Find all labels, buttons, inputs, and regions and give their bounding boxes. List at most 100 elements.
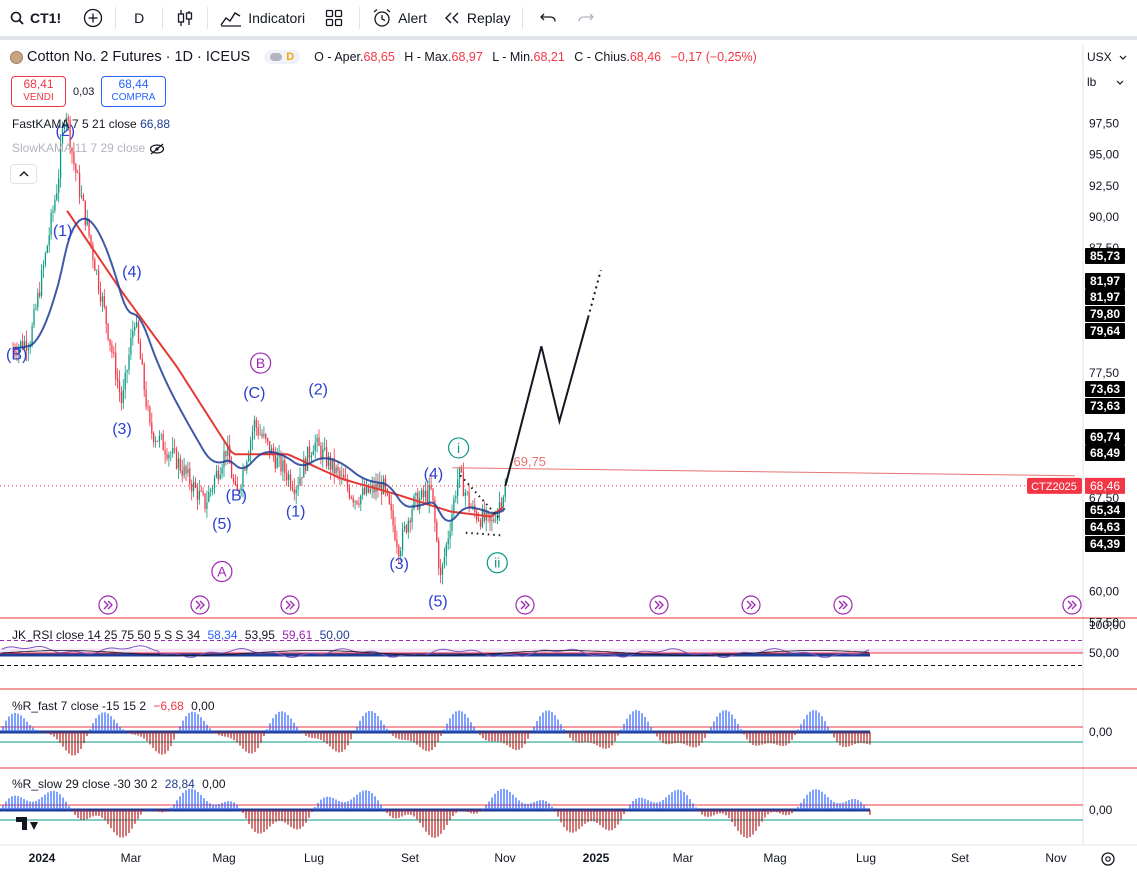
unit-selector[interactable]: lb [1087, 75, 1124, 89]
symbol-tag-label: CTZ2025 [1031, 481, 1077, 493]
event-arrow [746, 600, 752, 610]
sell-button[interactable]: 68,41 VENDI [11, 76, 66, 107]
price-badge: 85,73 [1085, 248, 1125, 264]
price-tick-label: 57,50 [1089, 616, 1119, 630]
price-badge: 81,97 [1085, 273, 1125, 289]
wave-label: (3) [112, 421, 132, 438]
tradingview-logo-icon [16, 817, 38, 830]
rsi-value-2: 53,95 [244, 628, 275, 642]
wr-slow-legend[interactable]: %R_slow 29 close -30 30 2 28,84 0,00 [12, 777, 226, 791]
resistance-label: 69,75 [514, 454, 547, 469]
eye-crossed-icon[interactable] [149, 143, 165, 155]
gear-ring [1101, 852, 1115, 866]
current-price-bg [1085, 477, 1125, 494]
wave-label: (2) [308, 381, 328, 398]
rsi-legend[interactable]: JK_RSI close 14 25 75 50 5 S S 34 58,34 … [12, 628, 350, 642]
redo-button[interactable] [569, 0, 603, 36]
price-tick-label: 97,50 [1089, 116, 1119, 130]
compare-button[interactable] [75, 0, 111, 36]
projection-extension [587, 270, 602, 318]
undo-button[interactable] [527, 0, 569, 36]
chart-type-button[interactable] [167, 0, 203, 36]
price-badge: 68,49 [1085, 445, 1125, 461]
price-badge-label: 64,39 [1090, 537, 1120, 551]
indicators-button[interactable]: Indicatori [212, 0, 313, 36]
price-tick-label: 67,50 [1089, 491, 1119, 505]
candles-icon [178, 10, 193, 26]
price-badge-bg [1085, 323, 1125, 339]
price-badge-bg [1085, 536, 1125, 552]
fastkama-legend[interactable]: FastKAMA 7 5 21 close 66,88 [12, 117, 170, 131]
event-arrow [750, 600, 756, 610]
wr-fast-value-1: −6,68 [153, 699, 184, 713]
wave-label: (4) [122, 264, 142, 281]
wave-label: (1) [53, 223, 73, 240]
event-arrow [199, 600, 205, 610]
gear-icon [1101, 852, 1115, 866]
open-label: O - Aper. [314, 50, 364, 64]
chart-canvas[interactable]: 97,5095,0092,5090,0087,5077,5072,5067,50… [0, 40, 1137, 875]
event-icon [280, 595, 300, 615]
time-axis-label: Nov [1045, 851, 1066, 865]
replay-label: Replay [466, 10, 511, 26]
price-badge-label: 79,80 [1090, 307, 1120, 321]
collapse-legend-button[interactable] [10, 164, 37, 184]
delayed-label: D [286, 51, 295, 63]
event-arrow [842, 600, 848, 610]
rsi-value-1: 58,34 [207, 628, 238, 642]
logo-shape [30, 822, 38, 830]
event-icon [833, 595, 853, 615]
time-axis-label: Set [401, 851, 420, 865]
buy-button[interactable]: 68,44 COMPRA [101, 76, 166, 107]
wr-fast-label: %R_fast 7 close -15 15 2 [12, 699, 147, 713]
layouts-button[interactable] [313, 0, 355, 36]
wave-circle [250, 352, 272, 374]
price-badge-label: 79,64 [1090, 324, 1120, 338]
plus-circle-icon [83, 8, 103, 28]
rsi-scale-label: 50,00 [1089, 646, 1119, 660]
wr-slow-label: %R_slow 29 close -30 30 2 [12, 777, 158, 791]
slowkama-legend[interactable]: SlowKAMA 11 7 29 close [12, 141, 165, 155]
wave-label: (2) [56, 123, 76, 140]
event-icon [741, 595, 761, 615]
toolbar-divider [162, 7, 164, 29]
wave-label: (3) [389, 556, 409, 573]
price-badge-label: 64,63 [1090, 520, 1120, 534]
wave-label: (B) [226, 487, 247, 504]
interval-button[interactable]: D [120, 0, 158, 36]
event-arrow [289, 600, 295, 610]
event-arrow [838, 600, 844, 610]
event-arrow [195, 600, 201, 610]
projection-path [504, 317, 590, 487]
currency-selector[interactable]: USX [1087, 50, 1127, 64]
delayed-tag[interactable]: D [264, 50, 301, 64]
event-arrow [285, 600, 291, 610]
symbol-tag-bg [1027, 477, 1082, 494]
wave-label: (5) [212, 516, 232, 533]
redo-icon [578, 13, 595, 22]
wr-slow-value-2: 0,00 [202, 777, 226, 791]
wr-fast-legend[interactable]: %R_fast 7 close -15 15 2 −6,68 0,00 [12, 699, 215, 713]
rsi-value-3: 59,61 [282, 628, 313, 642]
symbol-search-button[interactable]: CT1! [0, 0, 69, 36]
high-label: H - Max. [404, 50, 452, 64]
event-arrow [103, 600, 109, 610]
price-badge-label: 81,97 [1090, 274, 1120, 288]
price-badge-label: 68,49 [1090, 446, 1120, 460]
price-badge: 73,63 [1085, 381, 1125, 397]
replay-button[interactable]: Replay [435, 0, 519, 36]
price-badge-label: 69,74 [1090, 430, 1120, 444]
minor-wave-label: ii [494, 555, 500, 571]
toolbar-divider [522, 7, 524, 29]
gear-center [1105, 856, 1111, 862]
event-arrow [658, 600, 664, 610]
toolbar-divider [115, 7, 117, 29]
price-badge-bg [1085, 429, 1125, 445]
sell-price: 68,41 [23, 77, 54, 91]
wr-slow-histogram [2, 788, 871, 838]
alert-button[interactable]: Alert [364, 0, 435, 36]
chevron-down-icon [1116, 80, 1124, 85]
price-badge-bg [1085, 381, 1125, 397]
fastkama-line [13, 217, 506, 522]
price-badge-bg [1085, 248, 1125, 264]
